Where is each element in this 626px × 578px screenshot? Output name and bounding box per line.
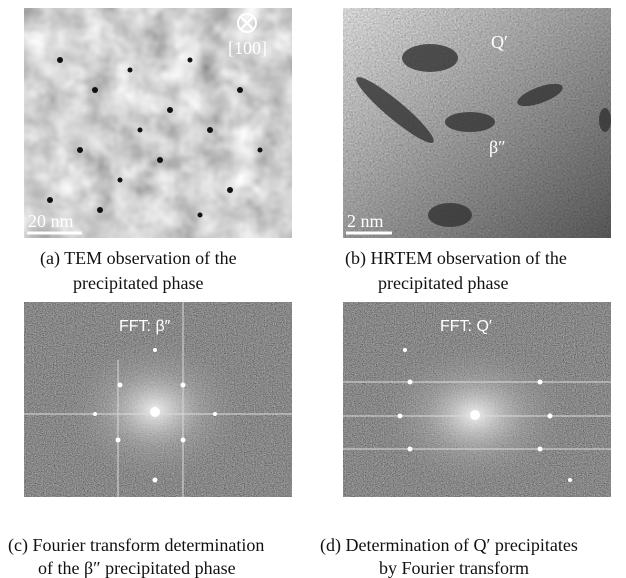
- caption: (b) HRTEM observation of the: [345, 248, 567, 269]
- caption: (a) TEM observation of the: [40, 248, 237, 269]
- figure: [100] 20 nm (a) TEM observation of the p…: [0, 0, 626, 578]
- phase-label: Q′: [491, 32, 508, 52]
- panel-c: FFT: β″ (c) Fourier transform determinat…: [8, 302, 292, 578]
- caption: precipitated phase: [378, 273, 508, 293]
- caption: by Fourier transform: [379, 558, 529, 578]
- phase-label: β″: [489, 137, 506, 157]
- panel-a: [100] 20 nm (a) TEM observation of the p…: [24, 8, 292, 293]
- caption: of the β″ precipitated phase: [38, 558, 236, 578]
- zone-axis-label: [100]: [228, 38, 267, 58]
- caption: precipitated phase: [73, 273, 203, 293]
- fft-label: FFT: β″: [119, 318, 171, 335]
- caption: (d) Determination of Q′ precipitates: [320, 535, 578, 556]
- fft-label: FFT: Q′: [440, 318, 492, 335]
- panel-d: FFT: Q′ (d) Determination of Q′ precipit…: [320, 302, 611, 578]
- scale-label: 20 nm: [28, 211, 74, 231]
- panel-b: Q′ β″ 2 nm (b) HRTEM observation of the …: [343, 8, 611, 293]
- caption: (c) Fourier transform determination: [8, 535, 264, 556]
- scale-label: 2 nm: [347, 211, 384, 231]
